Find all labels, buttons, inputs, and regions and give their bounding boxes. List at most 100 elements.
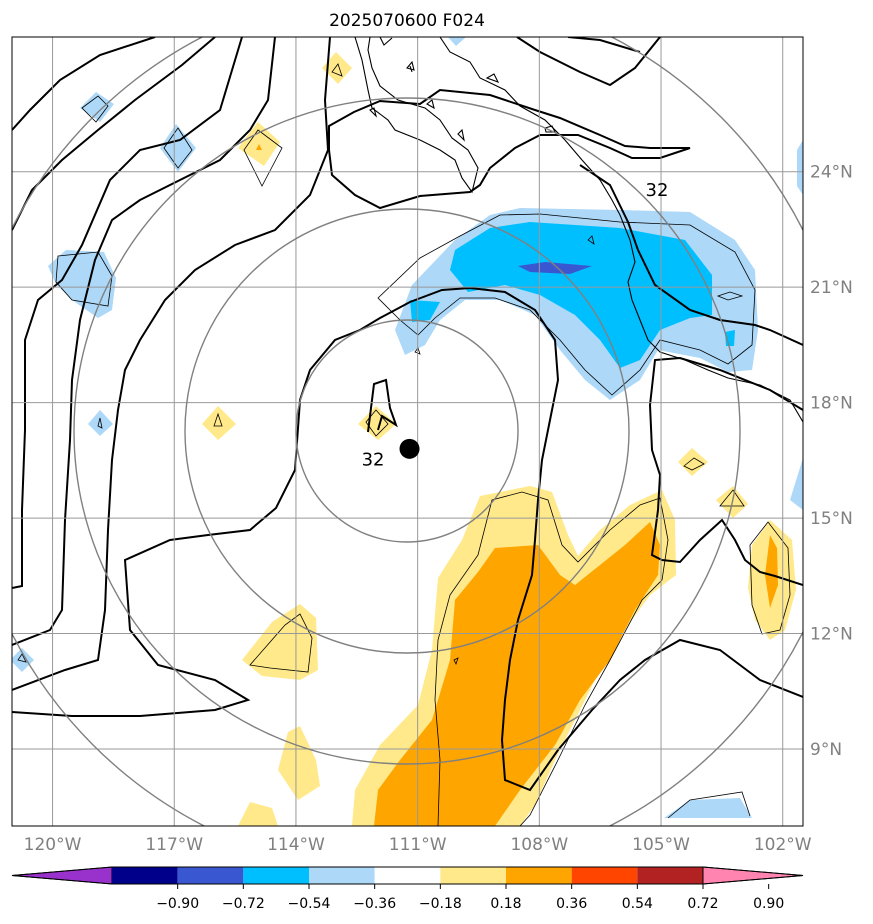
colorbar-segment bbox=[571, 867, 638, 884]
range-ring bbox=[295, 319, 519, 543]
colorbar-tick-label: −0.18 bbox=[419, 896, 462, 912]
center-marker bbox=[399, 438, 420, 459]
thin-contour bbox=[81, 95, 109, 123]
thin-contour bbox=[17, 653, 27, 663]
thick-contours bbox=[12, 37, 803, 792]
thick-contour bbox=[567, 37, 641, 53]
range-ring bbox=[73, 97, 741, 765]
thick-contour bbox=[328, 88, 691, 210]
map-background bbox=[12, 37, 803, 826]
thick-contour bbox=[12, 37, 276, 646]
thin-contour bbox=[331, 63, 343, 77]
region-light-blue-small bbox=[448, 37, 466, 46]
x-tick-label: 108°W bbox=[510, 835, 568, 855]
map-frame bbox=[11, 36, 804, 827]
thin-contour bbox=[453, 657, 459, 666]
colorbar: −0.90 −0.72 −0.54 −0.36 −0.18 0.18 0.36 0.54 0.7… bbox=[11, 866, 804, 912]
colorbar-extend-low bbox=[11, 866, 113, 885]
coastline bbox=[354, 37, 803, 423]
colorbar-segment bbox=[440, 867, 506, 884]
region-dark-blue bbox=[518, 262, 592, 274]
x-tick-label: 114°W bbox=[267, 835, 325, 855]
thin-contour bbox=[163, 127, 193, 169]
thin-contour bbox=[683, 457, 705, 471]
contour-label: 32 bbox=[646, 180, 669, 201]
colorbar-tick-label: 0.54 bbox=[622, 896, 653, 912]
thin-contour bbox=[377, 213, 756, 396]
thick-contour bbox=[579, 164, 803, 346]
region-yellow-small bbox=[278, 726, 320, 800]
x-tick-label: 111°W bbox=[389, 835, 447, 855]
thin-contour bbox=[365, 409, 389, 437]
colorbar-segment bbox=[374, 867, 441, 884]
map-area: 32 32 bbox=[12, 37, 803, 826]
thin-contour bbox=[716, 291, 744, 301]
colorbar-tick-label: −0.90 bbox=[156, 896, 199, 912]
thin-contour bbox=[243, 129, 283, 187]
x-tick-label: 117°W bbox=[145, 835, 203, 855]
region-yellow-small bbox=[242, 604, 318, 680]
y-tick-label: 9°N bbox=[810, 740, 842, 760]
thin-contour bbox=[667, 791, 751, 819]
colorbar-tick-label: −0.54 bbox=[288, 896, 331, 912]
y-tick-label: 12°N bbox=[810, 625, 853, 645]
shaded-field bbox=[12, 37, 803, 826]
thin-contour bbox=[213, 412, 223, 427]
region-orange-small bbox=[765, 535, 778, 608]
region-yellow-small bbox=[322, 52, 352, 84]
region-orange bbox=[374, 522, 660, 826]
colorbar-outline bbox=[11, 866, 804, 885]
thin-contour bbox=[249, 613, 313, 673]
colorbar-segment bbox=[112, 867, 178, 884]
thick-contour bbox=[516, 37, 661, 87]
chart-title: 2025070600 F024 bbox=[329, 11, 485, 31]
colorbar-segment bbox=[637, 867, 703, 884]
region-light-blue-small bbox=[12, 648, 34, 672]
region-light-blue-small bbox=[48, 250, 116, 318]
contour-label: 32 bbox=[362, 449, 385, 470]
colorbar-segment bbox=[506, 867, 572, 884]
thick-contour bbox=[12, 37, 331, 691]
thin-contour bbox=[97, 417, 103, 429]
x-axis-ticks: 120°W 117°W 114°W 111°W 108°W 105°W 102°W bbox=[24, 835, 812, 855]
colorbar-segment bbox=[309, 867, 375, 884]
thick-contour bbox=[367, 378, 398, 433]
thick-contour bbox=[648, 356, 803, 586]
region-light-blue-small bbox=[790, 458, 803, 510]
colorbar-segment bbox=[243, 867, 309, 884]
thick-contour bbox=[12, 286, 803, 792]
region-light-blue-small bbox=[80, 92, 114, 122]
colorbar-tick-label: 0.36 bbox=[556, 896, 587, 912]
thick-contour bbox=[12, 37, 216, 231]
region-orange-small bbox=[256, 144, 262, 150]
y-tick-label: 24°N bbox=[810, 163, 853, 183]
thin-contours bbox=[17, 63, 791, 826]
colorbar-tick-label: −0.72 bbox=[222, 896, 265, 912]
thick-contour bbox=[12, 37, 243, 589]
region-yellow-small bbox=[202, 406, 236, 440]
region-light-blue-small bbox=[88, 410, 113, 436]
region-yellow-small bbox=[678, 448, 708, 476]
colorbar-segment bbox=[177, 867, 244, 884]
y-tick-label: 18°N bbox=[810, 394, 853, 414]
y-tick-label: 15°N bbox=[810, 509, 853, 529]
x-tick-label: 120°W bbox=[24, 835, 82, 855]
thick-contour bbox=[12, 37, 156, 131]
coastline-baja bbox=[354, 37, 479, 194]
colorbar-tick-label: −0.36 bbox=[353, 896, 396, 912]
region-yellow-small bbox=[238, 802, 278, 826]
contour-labels: 32 32 bbox=[362, 180, 669, 470]
thin-contour bbox=[434, 491, 669, 826]
region-medium-blue bbox=[450, 222, 712, 368]
y-tick-label: 21°N bbox=[810, 278, 853, 298]
range-ring bbox=[184, 208, 630, 654]
thin-contour bbox=[749, 521, 791, 635]
colorbar-tick-label: 0.72 bbox=[687, 896, 718, 912]
x-tick-label: 105°W bbox=[632, 835, 690, 855]
colorbar-tick-label: 0.18 bbox=[490, 896, 521, 912]
y-axis-ticks: 24°N 21°N 18°N 15°N 12°N 9°N bbox=[810, 163, 853, 760]
thin-contour bbox=[587, 235, 595, 245]
colorbar-tick-label: 0.90 bbox=[753, 896, 784, 912]
range-rings bbox=[12, 37, 803, 826]
